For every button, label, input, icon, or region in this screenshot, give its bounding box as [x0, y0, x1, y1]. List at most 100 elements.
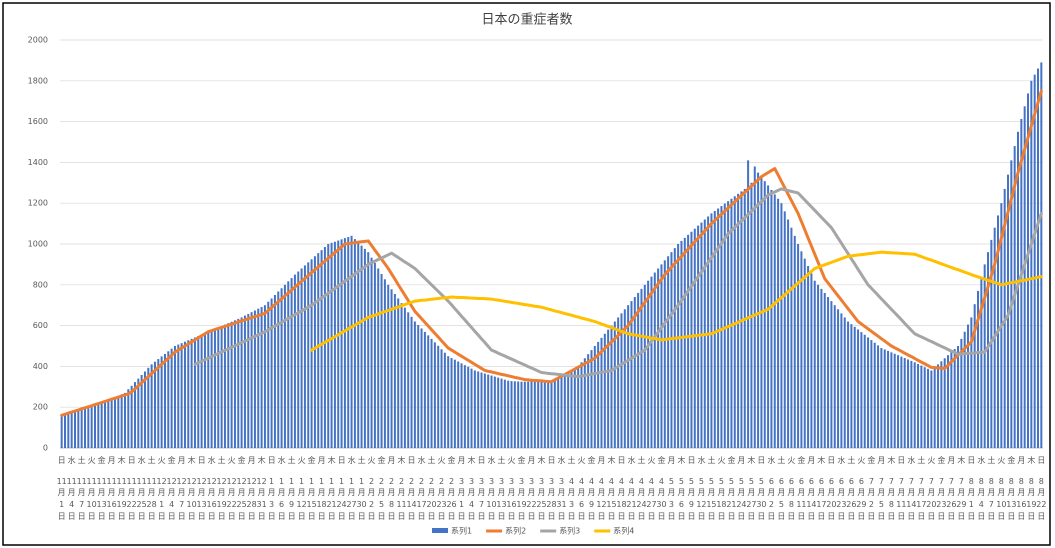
bar	[310, 259, 313, 448]
bar	[950, 352, 953, 448]
bar	[120, 394, 123, 448]
bar	[70, 412, 73, 448]
x-tick-label: 金 3 月 19 日	[516, 455, 526, 521]
bar	[690, 231, 693, 448]
bar	[263, 305, 266, 448]
bar	[567, 371, 570, 448]
x-tick-label: 火 6 月 29 日	[856, 456, 866, 521]
bar	[183, 341, 186, 448]
bar	[710, 213, 713, 448]
x-tick-label: 水 11 月 25 日	[137, 455, 147, 521]
x-tick-label: 金 1 月 15 日	[306, 455, 316, 521]
bar	[527, 381, 530, 448]
bar	[967, 324, 970, 448]
bar	[883, 349, 886, 448]
bar	[150, 364, 153, 448]
bar	[787, 219, 790, 448]
x-tick-label: 火 7 月 20 日	[926, 456, 936, 521]
x-tick-label: 火 12 月 22 日	[227, 456, 237, 521]
x-tick-label: 金 4 月 30 日	[656, 455, 666, 521]
bar	[190, 338, 193, 448]
bar	[533, 381, 536, 448]
bar	[893, 353, 896, 448]
bar	[353, 239, 356, 448]
bar	[300, 268, 303, 448]
bar	[130, 385, 133, 448]
bar	[930, 370, 933, 448]
bar	[817, 284, 820, 448]
bar	[107, 400, 110, 448]
x-tick-label: 金 5 月 21 日	[726, 455, 736, 521]
bar	[503, 379, 506, 448]
bar	[513, 381, 516, 448]
bar	[193, 337, 196, 448]
bar	[307, 262, 310, 448]
bar	[783, 211, 786, 448]
x-tick-label: 水 12 月 16 日	[207, 455, 217, 521]
bar	[250, 312, 253, 448]
bar	[857, 329, 860, 448]
bar	[367, 252, 370, 448]
bar	[467, 366, 470, 448]
legend-label: 系列3	[559, 526, 580, 536]
bar	[123, 392, 126, 448]
bar	[460, 363, 463, 448]
bar	[973, 304, 976, 448]
x-tick-label: 土 7 月 17 日	[916, 455, 926, 521]
bar	[670, 252, 673, 448]
bar	[610, 325, 613, 448]
x-tick-label: 水 1 月 27 日	[346, 455, 356, 521]
bar	[100, 402, 103, 448]
bar	[347, 237, 350, 448]
y-tick-label: 1200	[28, 199, 48, 208]
bar	[273, 295, 276, 448]
bar	[940, 361, 943, 448]
x-tick-label: 日 7 月 11 日	[896, 456, 906, 521]
bar	[83, 409, 86, 448]
bar	[90, 407, 93, 448]
bar	[813, 280, 816, 448]
bar	[590, 350, 593, 448]
bar	[717, 208, 720, 448]
bar	[657, 268, 660, 448]
bar	[810, 273, 813, 448]
bar	[260, 307, 263, 448]
bar	[477, 371, 480, 448]
bar	[417, 324, 420, 448]
bar	[507, 380, 510, 448]
bar	[1017, 131, 1020, 449]
bar	[907, 359, 910, 448]
bar	[420, 328, 423, 448]
bar	[630, 301, 633, 448]
x-tick-label: 月 5 月 24 日	[736, 456, 746, 521]
bar	[397, 298, 400, 448]
x-tick-label: 土 11 月 28 日	[147, 455, 157, 521]
x-tick-label: 日 4 月 18 日	[616, 456, 626, 521]
y-tick-label: 600	[33, 321, 48, 330]
bar	[580, 362, 583, 448]
bar	[910, 360, 913, 448]
x-tick-label: 月 7 月 26 日	[946, 456, 956, 521]
bar	[747, 160, 750, 449]
bar	[200, 334, 203, 448]
bar	[1040, 62, 1043, 448]
x-tick-label: 金 8 月 13 日	[1006, 455, 1016, 521]
bar	[493, 376, 496, 448]
x-tick-label: 月 4 月 12 日	[596, 456, 606, 521]
bar	[553, 378, 556, 448]
bar	[497, 377, 500, 448]
x-tick-label: 金 12 月 4 日	[167, 455, 177, 521]
bar	[797, 244, 800, 448]
line	[60, 89, 1043, 417]
bar	[410, 316, 413, 448]
x-tick-label: 金 11 月 13 日	[97, 455, 107, 521]
bar	[537, 381, 540, 448]
bar	[870, 340, 873, 448]
x-tick-label: 日 12 月 13 日	[197, 456, 207, 521]
bar	[297, 271, 300, 448]
bar	[480, 372, 483, 448]
